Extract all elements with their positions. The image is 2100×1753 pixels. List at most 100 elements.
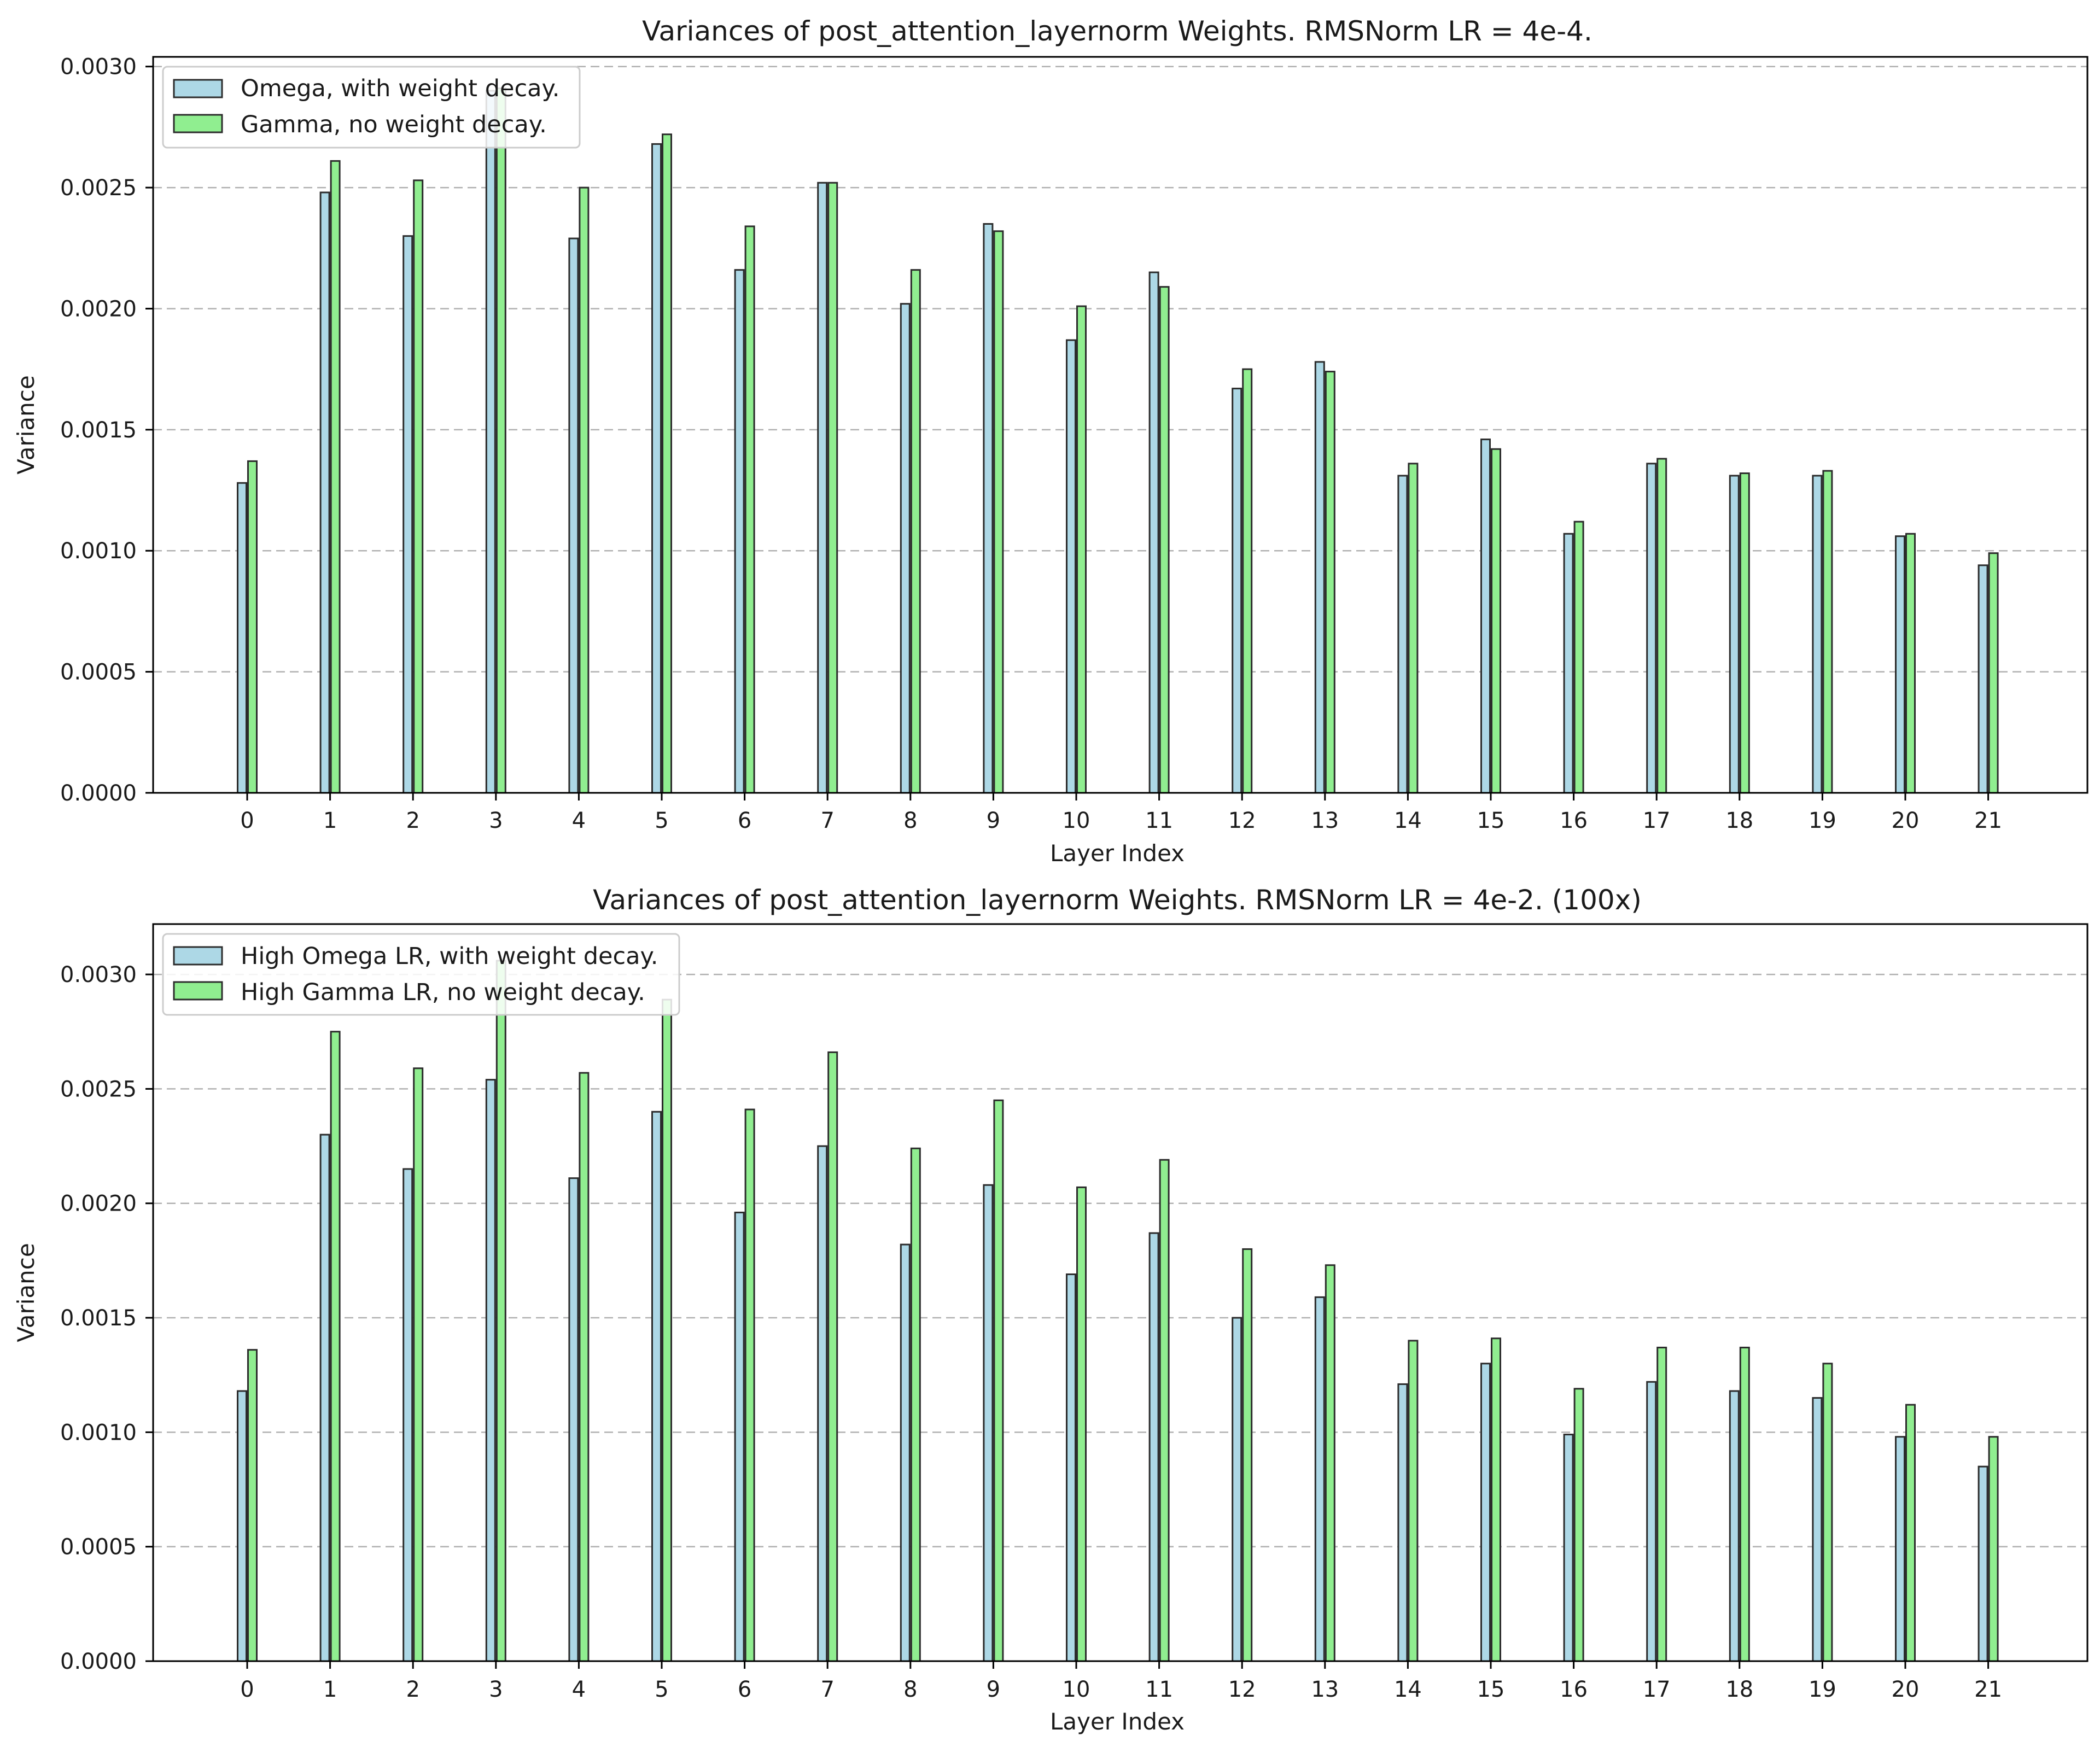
legend-swatch-gamma <box>173 981 223 1001</box>
bar-omega <box>485 90 496 794</box>
x-tick-label: 11 <box>1145 1677 1173 1702</box>
x-tick-label: 15 <box>1477 808 1505 833</box>
y-axis-label: Variance <box>13 375 39 474</box>
bar-gamma <box>1822 470 1833 794</box>
bar-omega <box>1397 1383 1408 1662</box>
x-tick-label: 1 <box>323 1677 337 1702</box>
bar-gamma <box>330 1031 341 1662</box>
x-tick-label: 9 <box>987 1677 1000 1702</box>
bar-omega <box>1646 463 1657 794</box>
bar-gamma <box>662 133 672 794</box>
bar-gamma <box>1242 368 1253 794</box>
bar-gamma <box>1325 371 1335 794</box>
bar-gamma <box>1325 1264 1335 1662</box>
y-axis-label: Variance <box>13 1243 39 1342</box>
bar-gamma <box>1988 1436 1999 1662</box>
bar-omega <box>1480 1363 1491 1662</box>
bar-omega <box>1397 475 1408 794</box>
bar-gamma <box>247 1349 258 1662</box>
bar-omega <box>1895 1436 1905 1662</box>
bar-omega <box>568 237 579 794</box>
x-tick-label: 13 <box>1311 1677 1339 1702</box>
x-tick-label: 7 <box>820 1677 834 1702</box>
bar-gamma <box>744 1108 755 1662</box>
x-axis-ticks: 0 1 2 3 4 5 6 7 8 9 10 11 12 13 14 15 16 17 18 19 20 21 <box>240 793 2002 833</box>
bar-omega <box>1978 564 1988 794</box>
legend-label-gamma: High Gamma LR, no weight decay. <box>241 979 645 1006</box>
bar-gamma <box>993 1099 1004 1662</box>
legend-label-gamma: Gamma, no weight decay. <box>241 111 547 138</box>
x-tick-label: 18 <box>1725 1677 1753 1702</box>
bar-gamma <box>1076 1186 1087 1662</box>
x-tick-label: 8 <box>903 808 917 833</box>
chart-top: Variances of post_attention_layernorm We… <box>13 15 2089 867</box>
x-tick-label: 5 <box>655 808 668 833</box>
chart-title: Variances of post_attention_layernorm We… <box>593 884 1642 916</box>
bar-omega <box>1066 1273 1076 1662</box>
bar-omega <box>402 1168 413 1662</box>
bar-gamma <box>1491 448 1501 794</box>
bar-omega <box>983 1184 994 1662</box>
x-tick-label: 21 <box>1974 1677 2002 1702</box>
legend: Omega, with weight decay. Gamma, no weig… <box>162 66 581 149</box>
bar-omega <box>1895 535 1905 794</box>
bar-gamma <box>247 460 258 794</box>
bar-series-group <box>237 960 1999 1662</box>
x-tick-label: 6 <box>738 1677 751 1702</box>
bar-gamma <box>1573 1388 1584 1662</box>
bar-omega <box>1314 361 1325 794</box>
bar-omega <box>1812 1397 1823 1662</box>
bar-gamma <box>910 269 921 794</box>
x-tick-label: 19 <box>1809 1677 1836 1702</box>
bar-omega <box>568 1177 579 1662</box>
bar-gamma <box>1739 472 1750 794</box>
x-tick-label: 17 <box>1643 808 1671 833</box>
y-tick-label: 0.0005 <box>60 660 137 685</box>
x-tick-label: 2 <box>406 1677 419 1702</box>
bar-gamma <box>744 225 755 794</box>
chart-bottom: Variances of post_attention_layernorm We… <box>13 884 2089 1735</box>
x-tick-label: 11 <box>1145 808 1173 833</box>
bar-gamma <box>1905 533 1916 794</box>
x-tick-label: 16 <box>1560 808 1588 833</box>
bar-gamma <box>1159 1159 1170 1662</box>
x-tick-label: 4 <box>572 1677 586 1702</box>
bar-gamma <box>1656 458 1667 794</box>
legend-frame <box>162 66 581 149</box>
x-tick-label: 14 <box>1394 808 1422 833</box>
y-tick-label: 0.0015 <box>60 418 137 443</box>
x-tick-label: 0 <box>240 1677 254 1702</box>
x-tick-label: 20 <box>1892 1677 1920 1702</box>
y-tick-label: 0.0015 <box>60 1306 137 1331</box>
bar-gamma <box>662 998 672 1662</box>
bar-omega <box>1232 1317 1242 1662</box>
y-tick-label: 0.0025 <box>60 1077 137 1102</box>
bar-gamma <box>827 1051 838 1662</box>
x-tick-label: 10 <box>1063 1677 1090 1702</box>
plot-frame <box>152 923 2089 1662</box>
bar-gamma <box>495 960 506 1662</box>
x-tick-label: 20 <box>1892 808 1920 833</box>
bar-gamma <box>993 230 1004 794</box>
bar-omega <box>1812 475 1823 794</box>
bar-gamma <box>1408 1340 1419 1662</box>
bar-omega <box>900 303 911 794</box>
x-tick-label: 3 <box>489 1677 503 1702</box>
bar-omega <box>237 1390 247 1662</box>
x-tick-label: 18 <box>1725 808 1753 833</box>
bar-omega <box>1563 1434 1574 1662</box>
y-tick-label: 0.0005 <box>60 1535 137 1560</box>
bar-gamma <box>1491 1337 1501 1662</box>
x-axis-ticks: 0 1 2 3 4 5 6 7 8 9 10 11 12 13 14 15 16 17 18 19 20 21 <box>240 1661 2002 1702</box>
legend-label-omega: High Omega LR, with weight decay. <box>241 943 658 970</box>
bar-gamma <box>1905 1404 1916 1662</box>
y-axis-ticks: 0.0000 0.0005 0.0010 0.0015 0.0020 0.0025 0.00… <box>60 962 153 1674</box>
legend-swatch-omega <box>173 946 223 966</box>
bar-gamma <box>1656 1346 1667 1662</box>
y-tick-label: 0.0025 <box>60 176 137 201</box>
bar-gamma <box>1988 552 1999 794</box>
bar-omega <box>1314 1296 1325 1662</box>
bar-omega <box>319 1133 330 1662</box>
